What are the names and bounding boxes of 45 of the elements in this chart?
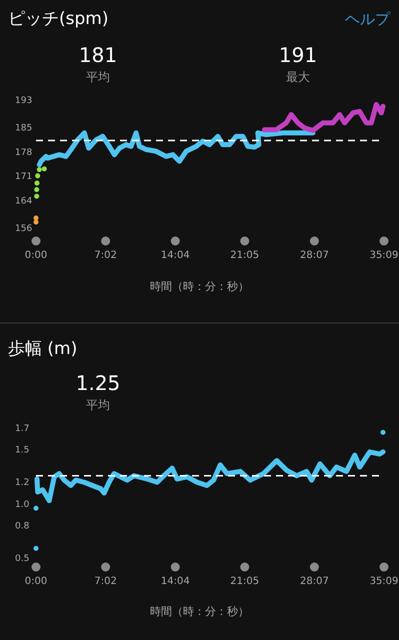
y-tick-label: 0.5 [15,554,30,564]
point [34,220,38,225]
x-tick-label: 21:05 [230,576,260,587]
x-tick-label: 28:07 [300,576,329,587]
x-axis-title: 時間（時：分：秒） [150,280,249,293]
x-tick-label: 0:00 [24,576,48,587]
point [34,506,38,511]
point [34,194,40,199]
y-tick-label: 185 [15,124,32,134]
text: 191 [278,43,318,67]
x-tick-label: 35:09 [370,576,398,587]
x-tick-label: 14:04 [160,250,190,261]
chart-title: 歩幅 (m) [8,339,78,359]
text: ヘルプ [345,10,391,28]
point [34,180,40,186]
x-tick-label: 0:00 [24,250,48,261]
y-tick-label: 171 [15,172,32,182]
y-tick-label: 1.5 [15,446,30,456]
x-tick-label: 21:05 [230,250,260,261]
point [36,167,42,172]
chart-title: ピッチ(spm) [8,9,108,29]
text: 平均 [86,70,110,84]
x-tick-label: 7:02 [94,250,117,261]
x-tick-label: 35:09 [370,250,398,261]
point [34,187,40,192]
point [34,546,38,551]
text: 最大 [286,70,310,84]
text: 181 [78,43,118,67]
x-tick-label: 28:07 [300,250,329,261]
x-tick-label: 7:02 [94,576,117,587]
x-tick-label: 14:04 [160,576,190,587]
x-axis-title: 時間（時：分：秒） [150,605,249,618]
text: 平均 [86,398,110,412]
y-tick-label: 193 [15,96,32,106]
y-tick-label: 0.8 [15,522,30,532]
point [42,166,47,172]
y-tick-label: 1.0 [15,500,30,510]
y-tick-label: 178 [15,148,32,158]
y-tick-label: 1.7 [15,424,30,434]
y-tick-label: 164 [15,196,32,206]
text: 1.25 [76,371,120,395]
point [35,173,40,178]
point [380,430,386,435]
y-tick-label: 1.2 [15,478,30,488]
y-tick-label: 156 [15,224,32,234]
